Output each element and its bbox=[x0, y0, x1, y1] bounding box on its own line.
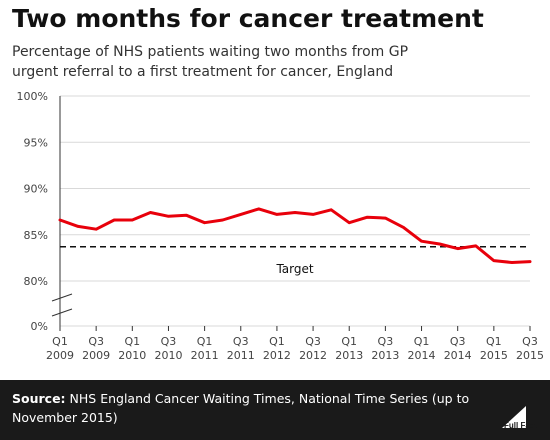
x-tick-label-quarter: Q1 bbox=[486, 335, 502, 348]
series-line bbox=[58, 207, 532, 264]
x-tick-label-year: 2012 bbox=[263, 349, 291, 362]
chart-subtitle: Percentage of NHS patients waiting two m… bbox=[12, 44, 409, 80]
data-point bbox=[366, 215, 369, 219]
source-text: NHS England Cancer Waiting Times, Nation… bbox=[12, 391, 470, 425]
y-tick-label: 95% bbox=[24, 136, 48, 149]
x-tick-label-quarter: Q3 bbox=[305, 335, 321, 348]
x-tick-label-quarter: Q1 bbox=[341, 335, 357, 348]
x-tick-label-year: 2012 bbox=[299, 349, 327, 362]
y-tick-label: 100% bbox=[17, 90, 48, 103]
x-tick-label-quarter: Q1 bbox=[414, 335, 430, 348]
data-point bbox=[76, 225, 80, 228]
data-point bbox=[293, 211, 297, 214]
data-point bbox=[257, 207, 261, 211]
data-point bbox=[94, 228, 98, 231]
x-tick-label-year: 2009 bbox=[46, 349, 74, 362]
source-label: Source: bbox=[12, 391, 66, 406]
data-point bbox=[58, 218, 62, 222]
x-tick-label-quarter: Q1 bbox=[197, 335, 213, 348]
y-tick-label: 90% bbox=[24, 183, 48, 196]
data-point bbox=[438, 242, 441, 246]
axis-break-mark bbox=[51, 293, 73, 302]
data-point bbox=[456, 247, 459, 250]
footer: Source: NHS England Cancer Waiting Times… bbox=[0, 380, 550, 440]
x-tick-label-quarter: Q1 bbox=[52, 335, 68, 348]
data-point bbox=[131, 218, 134, 222]
data-point bbox=[384, 216, 387, 220]
y-tick-label: 80% bbox=[24, 275, 48, 288]
x-tick-label-year: 2011 bbox=[227, 349, 255, 362]
data-point bbox=[510, 261, 514, 264]
svg-text:Full Fact: Full Fact bbox=[504, 421, 537, 430]
full-fact-logo-icon: Full Fact bbox=[502, 406, 537, 430]
data-point bbox=[275, 213, 279, 216]
y-tick-label: 85% bbox=[24, 229, 48, 242]
data-point bbox=[113, 218, 116, 222]
data-point bbox=[402, 226, 405, 229]
axis-break-mark bbox=[51, 308, 73, 317]
x-tick-label-year: 2015 bbox=[480, 349, 508, 362]
line-chart: 100%95%90%85%80%0%Q12009Q32009Q12010Q320… bbox=[17, 90, 544, 362]
x-tick-label-quarter: Q3 bbox=[450, 335, 466, 348]
source-note: Source: NHS England Cancer Waiting Times… bbox=[12, 389, 482, 427]
x-tick-label-quarter: Q3 bbox=[378, 335, 394, 348]
x-tick-label-quarter: Q1 bbox=[269, 335, 285, 348]
data-point bbox=[203, 221, 206, 224]
target-label: Target bbox=[275, 262, 313, 276]
data-point bbox=[149, 211, 152, 214]
y-tick-label: 0% bbox=[31, 320, 48, 333]
data-point bbox=[239, 213, 242, 216]
data-point bbox=[492, 259, 496, 262]
data-point bbox=[311, 213, 315, 216]
data-point bbox=[167, 215, 170, 218]
x-tick-label-year: 2011 bbox=[191, 349, 219, 362]
data-point bbox=[528, 260, 532, 263]
x-tick-label-quarter: Q3 bbox=[522, 335, 538, 348]
chart-title: Two months for cancer treatment bbox=[12, 4, 484, 33]
x-tick-label-year: 2010 bbox=[118, 349, 146, 362]
x-tick-label-year: 2010 bbox=[154, 349, 182, 362]
data-point bbox=[221, 218, 224, 222]
x-tick-label-year: 2013 bbox=[371, 349, 399, 362]
x-tick-label-year: 2014 bbox=[444, 349, 472, 362]
data-point bbox=[348, 221, 351, 224]
x-tick-label-quarter: Q3 bbox=[233, 335, 249, 348]
data-point bbox=[420, 240, 423, 243]
data-point bbox=[329, 208, 333, 211]
x-tick-label-quarter: Q1 bbox=[124, 335, 140, 348]
data-point bbox=[185, 214, 188, 217]
x-tick-label-quarter: Q3 bbox=[161, 335, 177, 348]
data-point bbox=[474, 244, 477, 248]
x-tick-label-quarter: Q3 bbox=[88, 335, 104, 348]
x-tick-label-year: 2013 bbox=[335, 349, 363, 362]
x-tick-label-year: 2009 bbox=[82, 349, 110, 362]
x-tick-label-year: 2014 bbox=[408, 349, 436, 362]
full-fact-logo: Full Fact bbox=[500, 402, 540, 434]
x-tick-label-year: 2015 bbox=[516, 349, 544, 362]
